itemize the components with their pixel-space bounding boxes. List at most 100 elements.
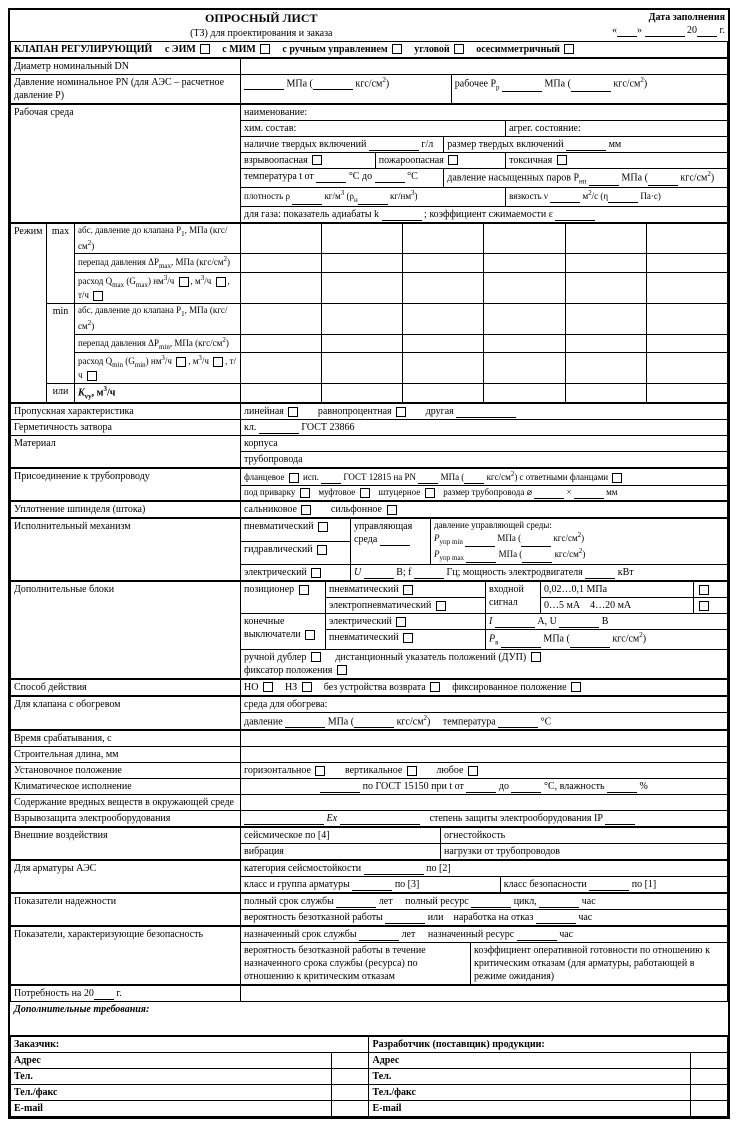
ck-fixed[interactable]	[571, 682, 581, 692]
ck-no[interactable]	[263, 682, 273, 692]
v-qmin-2[interactable]	[322, 353, 403, 384]
ck-inst-v[interactable]	[407, 766, 417, 776]
v-p1min-6[interactable]	[646, 303, 727, 334]
pmin-kgs[interactable]	[521, 536, 551, 547]
clim-from[interactable]	[466, 782, 496, 793]
demand-val[interactable]	[241, 986, 728, 1002]
ck-inst-any[interactable]	[468, 766, 478, 776]
ck-apneu[interactable]	[318, 522, 328, 532]
v-dpmin-1[interactable]	[241, 334, 322, 353]
ck-r1[interactable]	[699, 585, 709, 595]
date-month[interactable]	[645, 26, 685, 37]
pr-mpa[interactable]	[502, 81, 542, 92]
npp-safety-val[interactable]	[589, 880, 629, 891]
v-qmin-3[interactable]	[403, 353, 484, 384]
conn-kgs[interactable]	[464, 473, 484, 484]
ck-dup[interactable]	[531, 652, 541, 662]
t-to[interactable]	[375, 172, 405, 183]
d-addr[interactable]	[690, 1053, 727, 1069]
rhon[interactable]	[358, 194, 388, 205]
ck-ahydr[interactable]	[317, 545, 327, 555]
v-kv-4[interactable]	[484, 384, 565, 403]
pipe-t[interactable]	[574, 488, 604, 499]
seal-class[interactable]	[259, 423, 299, 434]
ck-axisym[interactable]	[564, 44, 574, 54]
v-qmax-2[interactable]	[322, 273, 403, 304]
ck-pospneu[interactable]	[403, 585, 413, 595]
v-qmax-1[interactable]	[241, 273, 322, 304]
c-addr[interactable]	[332, 1053, 369, 1069]
length-val[interactable]	[241, 747, 728, 763]
v-kv-3[interactable]	[403, 384, 484, 403]
v-dpmin-2[interactable]	[322, 334, 403, 353]
ck-expl[interactable]	[312, 155, 322, 165]
pmax-kgs[interactable]	[522, 552, 552, 563]
ck-fix[interactable]	[337, 665, 347, 675]
v-kv-1[interactable]	[241, 384, 322, 403]
v-p1max-1[interactable]	[241, 223, 322, 254]
ck-toxic[interactable]	[557, 155, 567, 165]
v-dpmin-6[interactable]	[646, 334, 727, 353]
pnp-mpa[interactable]	[589, 175, 619, 186]
heat-t[interactable]	[498, 717, 538, 728]
life-val[interactable]	[336, 897, 376, 908]
nu[interactable]	[550, 192, 580, 203]
v-p1min-3[interactable]	[403, 303, 484, 334]
v-dpmin-5[interactable]	[565, 334, 646, 353]
eps-val[interactable]	[555, 210, 595, 221]
ck-qmin-t[interactable]	[87, 371, 97, 381]
conn-pn[interactable]	[418, 473, 438, 484]
v-p1max-5[interactable]	[565, 223, 646, 254]
ck-inst-h[interactable]	[315, 766, 325, 776]
ck-limpn[interactable]	[403, 633, 413, 643]
v-kv-6[interactable]	[646, 384, 727, 403]
v-dpmax-1[interactable]	[241, 254, 322, 273]
ck-qmax-nm3[interactable]	[179, 277, 189, 287]
c-email[interactable]	[332, 1101, 369, 1117]
ck-pos[interactable]	[299, 585, 309, 595]
v-dpmax-3[interactable]	[403, 254, 484, 273]
v-qmin-5[interactable]	[565, 353, 646, 384]
v-qmin-4[interactable]	[484, 353, 565, 384]
v-p1min-2[interactable]	[322, 303, 403, 334]
ip-val[interactable]	[605, 814, 635, 825]
ex-val2[interactable]	[340, 814, 420, 825]
solidsize-val[interactable]	[566, 140, 606, 151]
ck-flange-resp[interactable]	[612, 473, 622, 483]
ck-flange[interactable]	[289, 473, 299, 483]
flow-other[interactable]	[456, 407, 516, 418]
pr-kgs[interactable]	[571, 81, 611, 92]
date-year[interactable]	[697, 26, 717, 37]
v-p1max-3[interactable]	[403, 223, 484, 254]
v-qmin-6[interactable]	[646, 353, 727, 384]
solids-val[interactable]	[369, 140, 419, 151]
ck-aelec[interactable]	[311, 568, 321, 578]
ex-val[interactable]	[244, 814, 324, 825]
v-qmax-3[interactable]	[403, 273, 484, 304]
ck-coupling[interactable]	[360, 488, 370, 498]
ck-posepneu[interactable]	[436, 601, 446, 611]
eta[interactable]	[608, 192, 638, 203]
clim-to[interactable]	[511, 782, 541, 793]
v-qmin-1[interactable]	[241, 353, 322, 384]
lim-i[interactable]	[495, 617, 535, 628]
ck-lin[interactable]	[288, 407, 298, 417]
v-p1max-4[interactable]	[484, 223, 565, 254]
v-p1min-1[interactable]	[241, 303, 322, 334]
v-p1max-6[interactable]	[646, 223, 727, 254]
ck-qmax-m3[interactable]	[216, 277, 226, 287]
act-med[interactable]	[380, 535, 410, 546]
ck-dub[interactable]	[311, 652, 321, 662]
c-fax[interactable]	[332, 1085, 369, 1101]
ck-union[interactable]	[425, 488, 435, 498]
ck-limit[interactable]	[305, 630, 315, 640]
ck-bellows[interactable]	[387, 505, 397, 515]
ck-noret[interactable]	[430, 682, 440, 692]
v-qmax-4[interactable]	[484, 273, 565, 304]
pn-kgs[interactable]	[313, 79, 353, 90]
npp-cat-val[interactable]	[364, 864, 424, 875]
clim-code[interactable]	[320, 782, 360, 793]
ck-qmin-m3[interactable]	[213, 357, 223, 367]
v-kv-5[interactable]	[565, 384, 646, 403]
ck-manual[interactable]	[392, 44, 402, 54]
